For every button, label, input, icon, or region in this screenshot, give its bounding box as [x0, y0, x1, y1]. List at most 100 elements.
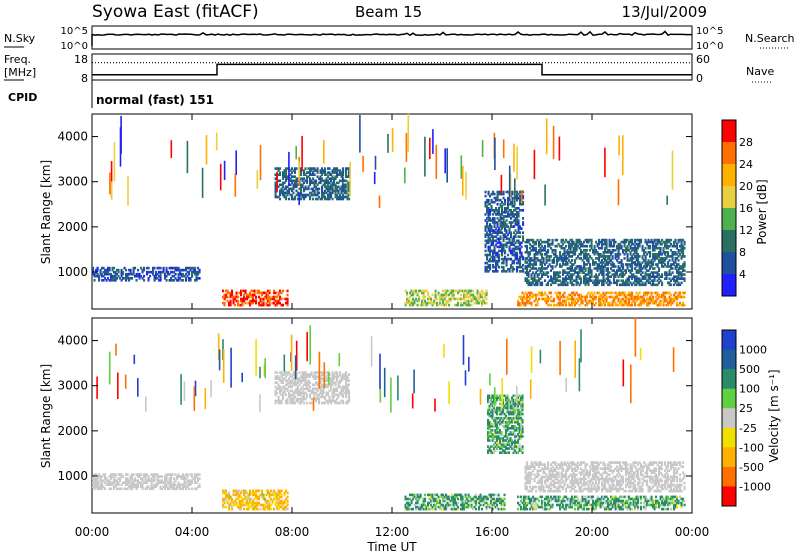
heatmap-streak — [462, 166, 464, 196]
heatmap-cell — [199, 483, 201, 486]
heatmap-cell — [504, 508, 506, 511]
noise-left-tick-bottom: 10^0 — [61, 41, 88, 52]
heatmap-cell — [468, 504, 470, 507]
freq-tick-bottom: 8 — [81, 72, 88, 85]
heatmap-cell — [97, 267, 99, 270]
heatmap-cell — [547, 271, 549, 274]
heatmap-cell — [494, 193, 496, 196]
heatmap-cell — [666, 298, 668, 301]
heatmap-cell — [450, 504, 452, 507]
heatmap-cell — [188, 488, 190, 491]
heatmap-cell — [237, 300, 239, 303]
heatmap-cell — [104, 488, 106, 491]
freq-label-line2: [MHz] — [4, 66, 36, 79]
heatmap-cell — [498, 266, 500, 269]
heatmap-cell — [324, 167, 326, 170]
colorbar-tick-label: 28 — [739, 136, 753, 149]
heatmap-cell — [420, 494, 422, 497]
heatmap-streak — [446, 148, 448, 182]
heatmap-streak — [127, 176, 129, 206]
heatmap-cell — [143, 279, 145, 282]
heatmap-cell — [133, 473, 135, 476]
heatmap-streak — [235, 151, 237, 176]
heatmap-cell — [521, 246, 523, 249]
heatmap-streak — [521, 190, 523, 202]
colorbar-swatch — [722, 186, 736, 209]
heatmap-cell — [94, 279, 96, 282]
heatmap-region-4 — [485, 191, 525, 273]
colorbar-swatch — [722, 252, 736, 275]
heatmap-streak — [111, 182, 113, 200]
heatmap-cell — [339, 371, 341, 374]
heatmap-cell — [222, 290, 224, 293]
noise-left-tick-top: 10^5 — [61, 26, 88, 37]
heatmap-cell — [161, 475, 163, 478]
heatmap-cell — [287, 290, 289, 293]
heatmap-cell — [460, 294, 462, 297]
heatmap-cell — [543, 257, 545, 260]
heatmap-cell — [472, 290, 474, 293]
heatmap-cell — [564, 296, 566, 299]
heatmap-cell — [571, 259, 573, 262]
heatmap-cell — [639, 292, 641, 295]
heatmap-streak — [513, 144, 515, 172]
heatmap-cell — [427, 292, 429, 295]
heatmap-streak — [604, 148, 606, 178]
colorbar-swatch — [722, 142, 736, 165]
heatmap-cell — [679, 292, 681, 295]
heatmap-region-2 — [275, 167, 351, 200]
noise-left-label: N.Sky — [4, 32, 36, 45]
heatmap-cell — [559, 275, 561, 278]
colorbar-swatch — [722, 230, 736, 253]
heatmap-cell — [480, 494, 482, 497]
heatmap-cell — [269, 290, 271, 293]
heatmap-cell — [535, 247, 537, 250]
heatmap-cell — [227, 296, 229, 299]
heatmap-cell — [488, 199, 490, 202]
heatmap-cell — [412, 508, 414, 511]
heatmap-cell — [559, 292, 561, 295]
heatmap-streak — [461, 155, 463, 179]
heatmap-streak — [224, 161, 226, 180]
freq-tick-top: 18 — [74, 53, 88, 66]
heatmap-cell — [287, 500, 289, 503]
heatmap-streak — [379, 196, 381, 208]
heatmap-cell — [345, 371, 347, 374]
heatmap-cell — [191, 488, 193, 491]
freq-series-line — [92, 64, 692, 74]
colorbar-swatch — [722, 120, 736, 143]
heatmap-cell — [480, 504, 482, 507]
heatmap-streak — [429, 138, 431, 159]
heatmap-streak — [298, 192, 300, 205]
heatmap-streak — [408, 114, 410, 152]
heatmap-cell — [606, 239, 608, 242]
heatmap-cell — [438, 496, 440, 499]
heatmap-region-1 — [222, 290, 289, 307]
heatmap-cell — [228, 492, 230, 495]
heatmap-cell — [640, 239, 642, 242]
heatmap-cell — [521, 252, 523, 255]
heatmap-cell — [125, 269, 127, 272]
heatmap-cell — [589, 263, 591, 266]
heatmap-cell — [110, 488, 112, 491]
heatmap-streak — [444, 148, 446, 173]
heatmap-cell — [506, 219, 508, 222]
heatmap-cell — [140, 473, 142, 476]
heatmap-region-0 — [92, 473, 201, 490]
heatmap-cell — [149, 275, 151, 278]
heatmap-cell — [522, 217, 524, 220]
heatmap-cell — [498, 508, 500, 511]
heatmap-cell — [236, 502, 238, 505]
heatmap-cell — [670, 294, 672, 297]
heatmap-cell — [595, 296, 597, 299]
heatmap-cell — [567, 282, 569, 285]
noise-right-label: N.Search — [745, 32, 795, 45]
heatmap-cell — [160, 267, 162, 270]
heatmap-cell — [318, 188, 320, 191]
heatmap-streak — [187, 141, 189, 173]
heatmap-cell — [424, 494, 426, 497]
heatmap-cell — [263, 494, 265, 497]
heatmap-cell — [684, 247, 686, 250]
freq-label-line1: Freq. — [4, 53, 31, 66]
heatmap-streak — [359, 115, 361, 153]
